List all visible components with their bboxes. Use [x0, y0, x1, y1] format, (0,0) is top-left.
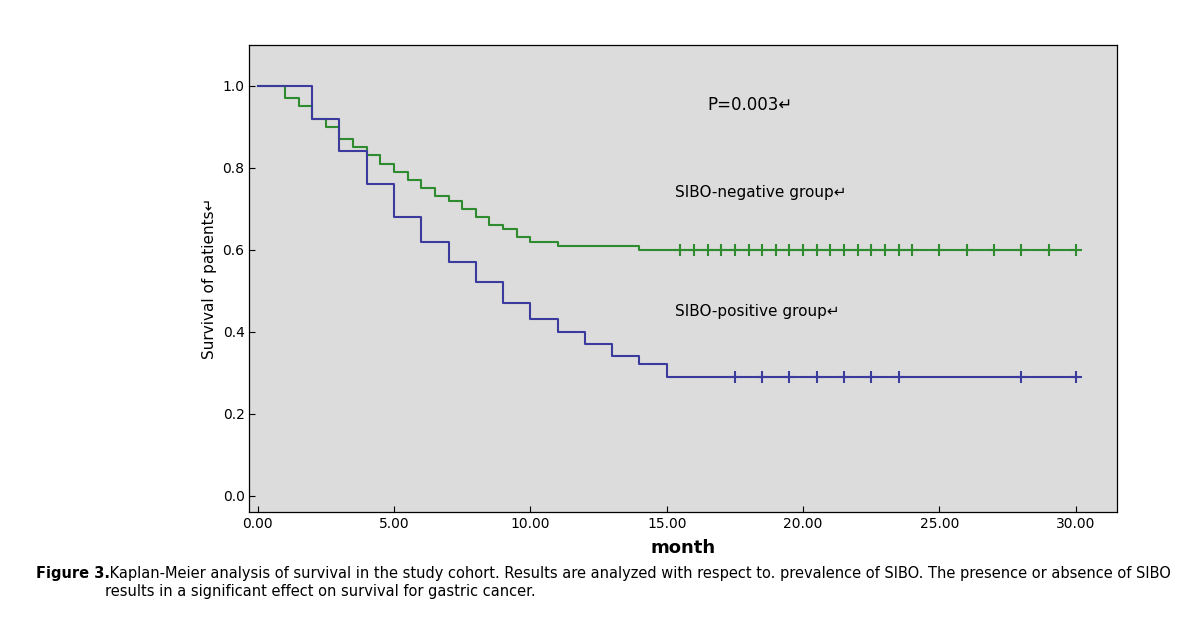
Text: Figure 3.: Figure 3. — [36, 566, 109, 581]
Text: P=0.003↵: P=0.003↵ — [708, 96, 792, 114]
Text: SIBO-negative group↵: SIBO-negative group↵ — [675, 185, 846, 200]
Y-axis label: Survival of patients↵: Survival of patients↵ — [202, 198, 217, 359]
Text: SIBO-positive group↵: SIBO-positive group↵ — [675, 304, 840, 319]
Text: Kaplan-Meier analysis of survival in the study cohort. Results are analyzed with: Kaplan-Meier analysis of survival in the… — [105, 566, 1170, 599]
X-axis label: month: month — [651, 539, 715, 557]
